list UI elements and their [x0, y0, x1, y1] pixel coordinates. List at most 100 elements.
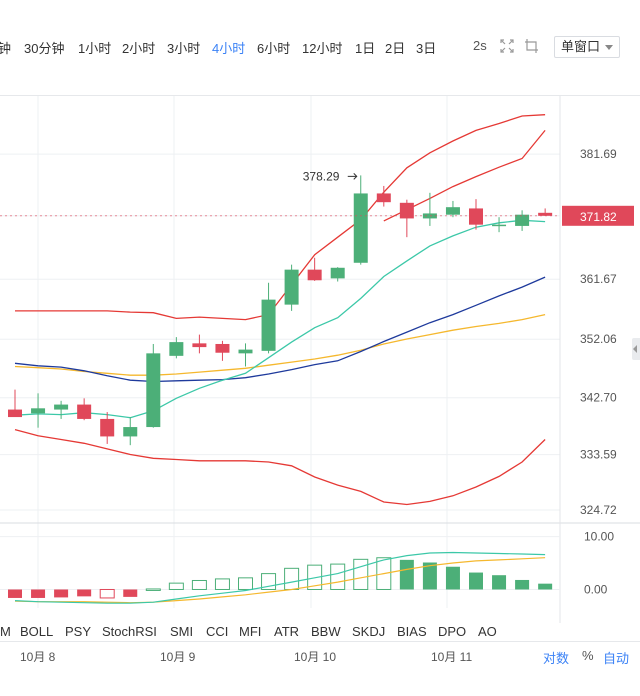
price-tick-label: 342.70 — [580, 391, 617, 405]
indicator-tab-dpo[interactable]: DPO — [438, 624, 467, 639]
indicator-tab-mfi[interactable]: MFI — [239, 624, 262, 639]
price-tick-label: 361.67 — [580, 272, 617, 286]
macd-histogram-bar — [353, 558, 369, 590]
candle-body — [261, 299, 276, 351]
price-tick-label: 381.69 — [580, 147, 617, 161]
auto-scale-button[interactable]: 自动 — [603, 651, 630, 666]
last-price-label: 371.82 — [580, 210, 617, 224]
indicator-tab-bias[interactable]: BIAS — [397, 624, 427, 639]
timeframe-tab-0[interactable]: 钟 — [0, 41, 12, 56]
macd-histogram-bar — [238, 577, 253, 590]
macd-histogram-bar — [515, 579, 530, 590]
indicator-tab-psy[interactable]: PSY — [65, 624, 92, 639]
timeframe-tab-3d[interactable]: 3日 — [416, 41, 437, 56]
timeframe-tab-4h[interactable]: 4小时 — [212, 41, 246, 56]
timeframe-tab-1d[interactable]: 1日 — [355, 41, 376, 56]
macd-histogram-bar — [492, 575, 507, 590]
macd-histogram-bar — [399, 559, 414, 590]
candle-body — [492, 224, 507, 227]
indicator-tab-skdj[interactable]: SKDJ — [352, 624, 386, 639]
candle-body — [445, 207, 460, 215]
indicator-tab-smi[interactable]: SMI — [170, 624, 194, 639]
candle-body — [192, 343, 207, 348]
macd-histogram-bar — [214, 578, 230, 590]
chevron-down-icon — [605, 45, 613, 50]
candle-body — [353, 193, 368, 263]
timeframe-tab-30m[interactable]: 30分钟 — [24, 41, 65, 56]
panel-collapse-handle[interactable] — [632, 338, 640, 360]
macd-histogram-bar — [284, 567, 300, 590]
candle-body — [515, 214, 530, 226]
boll-lower-band — [14, 428, 546, 506]
candle-body — [422, 213, 437, 219]
x-tick-label: 10月 10 — [294, 650, 337, 664]
fullscreen-icon[interactable] — [499, 38, 515, 54]
toolbar: 钟 30分钟 1小时 2小时 3小时 4小时 6小时 12小时 1日 2日 3日… — [0, 0, 640, 96]
screenshot-icon[interactable] — [524, 38, 540, 54]
macd-histogram-bar — [538, 583, 553, 590]
candle-body — [215, 343, 230, 353]
macd-histogram-bar — [123, 589, 138, 597]
macd-histogram-bar — [469, 572, 483, 590]
macd-histogram-bar — [54, 589, 69, 598]
ma-fast-line — [14, 219, 546, 419]
timeframe-tab-2h[interactable]: 2小时 — [122, 41, 156, 56]
macd-histogram-bar — [8, 589, 22, 598]
arrow-right-icon — [347, 173, 358, 180]
macd-histogram-bar — [168, 582, 184, 590]
indicator-tab-boll[interactable]: BOLL — [20, 624, 54, 639]
candle-body — [399, 202, 414, 219]
candle-body — [538, 212, 553, 216]
percent-scale-button[interactable]: % — [582, 648, 594, 663]
macd-histogram-bar — [145, 588, 161, 591]
candlestick-chart[interactable]: 10.00 0.00 381.69 361.67 352.06 342.70 333.59… — [0, 96, 640, 641]
ma-slow-line — [14, 313, 546, 376]
boll-upper-band — [15, 114, 546, 321]
timeframe-tab-6h[interactable]: 6小时 — [257, 41, 291, 56]
x-tick-label: 10月 8 — [20, 650, 56, 664]
candle-body — [330, 267, 345, 279]
candle-body — [54, 404, 69, 410]
candles — [8, 175, 553, 446]
candle-body — [307, 269, 322, 281]
macd-dif-line — [14, 551, 546, 604]
ma-mid-line — [14, 276, 546, 383]
macd-subchart: 10.00 0.00 — [0, 530, 614, 604]
window-mode-select[interactable]: 单窗口 — [554, 36, 620, 58]
candle-body — [146, 353, 161, 428]
candle-body — [169, 342, 184, 356]
last-price-tag — [562, 205, 634, 226]
candle-body — [77, 404, 92, 419]
timeframe-tab-12h[interactable]: 12小时 — [302, 41, 343, 56]
window-mode-label: 单窗口 — [561, 39, 601, 54]
indicator-tab-atr[interactable]: ATR — [274, 624, 300, 639]
indicator-tab-ao[interactable]: AO — [478, 624, 497, 639]
timeframe-tab-1h[interactable]: 1小时 — [78, 41, 112, 56]
candle-body — [31, 408, 46, 414]
timeframe-tab-2d[interactable]: 2日 — [385, 41, 406, 56]
indicator-tab-stochrsi[interactable]: StochRSI — [102, 624, 157, 639]
x-tick-label: 10月 11 — [431, 650, 473, 664]
indicator-tab-cci[interactable]: CCI — [206, 624, 229, 639]
sub-tick-label: 10.00 — [584, 530, 614, 544]
candle-body — [284, 269, 299, 305]
annotations: 378.29 — [303, 169, 358, 183]
candle-body — [123, 427, 138, 437]
macd-histogram-bar — [31, 589, 46, 598]
macd-histogram-bar — [445, 566, 460, 590]
refresh-interval[interactable]: 2s — [473, 38, 487, 53]
boll-bands — [14, 114, 546, 506]
indicator-tab-bbw[interactable]: BBW — [311, 624, 341, 639]
timeframe-tab-3h[interactable]: 3小时 — [167, 41, 201, 56]
moving-average-lines — [14, 129, 546, 419]
price-tick-label: 324.72 — [580, 503, 617, 517]
indicator-tab-m[interactable]: M — [0, 624, 11, 639]
candle-body — [376, 193, 391, 203]
log-scale-button[interactable]: 对数 — [543, 651, 570, 666]
chart-grid — [0, 96, 640, 623]
macd-signal-line — [14, 557, 546, 604]
macd-histogram-bar — [191, 579, 207, 590]
candle-body — [8, 409, 22, 418]
macd-histogram-bar — [77, 589, 92, 597]
toolbar-divider — [0, 95, 640, 96]
